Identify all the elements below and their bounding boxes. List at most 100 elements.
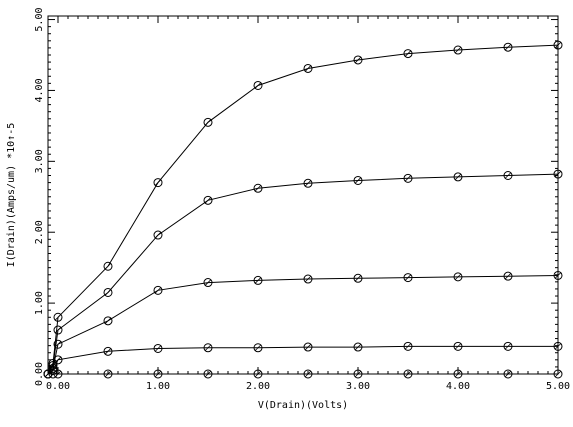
data-point [103,261,113,271]
data-point [253,369,263,379]
data-point-slash [554,41,562,49]
data-point-slash [104,262,112,270]
data-point [53,325,63,335]
data-point [53,339,63,349]
x-tick-label: 4.00 [446,381,470,392]
data-point-slash [44,370,52,378]
data-point-slash [304,343,312,351]
data-point [403,341,413,351]
data-point-slash [454,343,462,350]
data-point-slash [104,289,112,296]
data-point-slash [404,274,412,281]
data-point-slash [49,370,57,378]
data-point-slash [304,370,312,378]
data-point [53,312,63,322]
data-point-slash [304,180,312,187]
series-line [47,173,559,375]
data-point-slash [554,370,562,378]
data-point-slash [54,326,62,334]
data-point [403,273,413,283]
data-point-slash [54,370,62,378]
data-point [553,341,563,351]
data-point [353,175,363,185]
data-point-slash [504,343,512,350]
data-point [203,278,213,288]
data-point-slash [254,277,262,284]
data-point-slash [404,343,412,350]
series-4 [43,341,563,379]
data-point [453,45,463,55]
x-tick-label: 3.00 [346,381,370,392]
data-point [103,287,113,297]
data-point [48,369,58,379]
data-point [153,178,163,188]
data-point-slash [154,345,162,352]
data-point [403,369,413,379]
data-point-slash [404,370,412,378]
data-point-slash [554,170,562,178]
data-point-slash [354,343,362,351]
data-point [203,343,213,353]
data-point [303,342,313,352]
data-point-slash [154,179,162,186]
data-point-slash [354,370,362,378]
series-1 [43,40,563,379]
data-point [403,49,413,59]
data-point [303,178,313,188]
y-tick-label: 5.00 [34,7,45,31]
data-point [203,117,213,127]
data-point-slash [454,273,462,281]
data-point [153,285,163,295]
series-3 [43,270,563,379]
series-line [47,44,559,375]
data-point-slash [254,370,262,378]
data-point-slash [54,314,62,321]
data-point [503,171,513,181]
data-point-slash [404,175,412,182]
data-point-slash [154,287,162,294]
data-point [503,42,513,52]
data-point-slash [504,370,512,378]
data-point [503,369,513,379]
y-tick-label: 2.00 [34,220,45,244]
data-point-slash [254,344,262,352]
data-point-slash [104,348,112,355]
data-point-slash [354,56,362,64]
axis-ticks [47,16,559,375]
data-point [203,195,213,205]
y-tick-labels: 0.00 1.00 2.00 3.00 4.00 5.00 [34,7,45,386]
data-point [403,173,413,183]
data-point [553,369,563,379]
data-point-slash [154,370,162,378]
data-point-slash [204,344,212,352]
y-tick-label: 4.00 [34,78,45,102]
data-point-slash [54,340,62,348]
data-point-slash [504,272,512,280]
data-point [453,172,463,182]
y-tick-label: 1.00 [34,291,45,315]
data-point [453,369,463,379]
data-point [503,341,513,351]
y-axis-label: I(Drain)(Amps/um) *10↑-5 [6,123,17,268]
data-point [303,274,313,284]
data-point [253,275,263,285]
data-point-slash [454,370,462,378]
series-5 [43,369,563,379]
data-point-slash [104,370,112,378]
x-tick-label: 0.00 [46,381,70,392]
data-point [553,40,563,50]
data-point-slash [454,173,462,181]
data-point [553,169,563,179]
y-tick-label: 3.00 [34,149,45,173]
data-point-slash [554,343,562,350]
data-point [353,55,363,65]
x-tick-label: 2.00 [246,381,270,392]
x-tick-labels: 0.00 1.00 2.00 3.00 4.00 5.00 [46,381,570,392]
data-point [353,342,363,352]
data-point-slash [304,275,312,283]
data-point [303,63,313,73]
data-point-slash [404,50,412,57]
data-point [53,355,63,365]
data-point-slash [204,197,212,204]
data-point [203,369,213,379]
